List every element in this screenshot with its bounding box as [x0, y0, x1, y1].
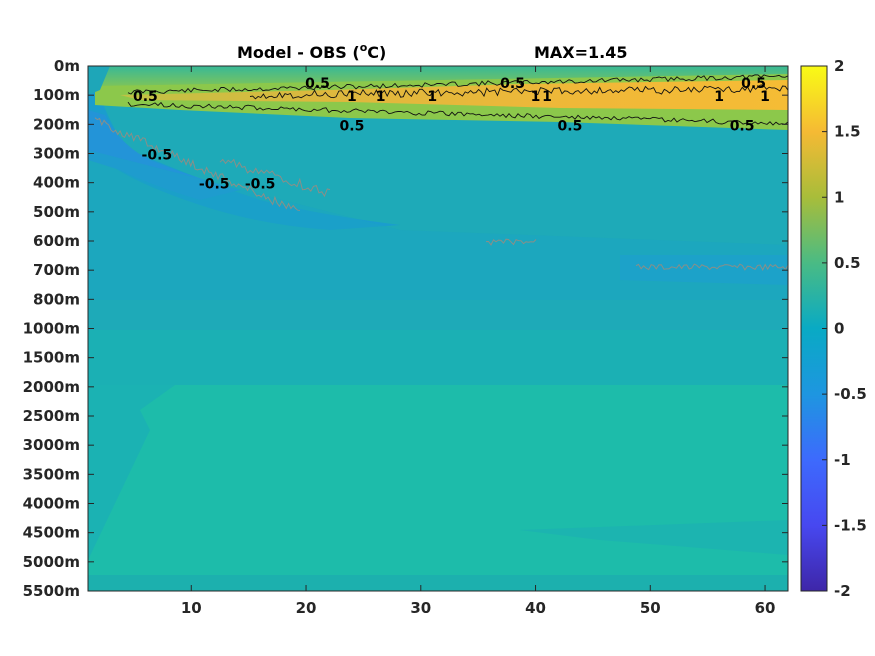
left-edge — [88, 66, 110, 95]
x-tick-label: 30 — [410, 599, 431, 617]
contour-neg-0.5-b — [219, 158, 331, 198]
y-tick-label: 1500m — [23, 349, 80, 367]
colorbar-tick-label: -1.5 — [834, 516, 867, 534]
contour-label: 1 — [531, 89, 541, 105]
deep-wedge — [88, 385, 175, 560]
y-tick-label: 2000m — [23, 378, 80, 396]
y-tick-label: 5500m — [23, 582, 80, 600]
cool-band-mid — [88, 150, 788, 300]
colorbar-tick-label: -1 — [834, 451, 851, 469]
contour-label: 1 — [542, 89, 552, 105]
y-tick-label: 600m — [33, 232, 80, 250]
y-tick-label: 1000m — [23, 320, 80, 338]
contour-label: 1 — [760, 89, 770, 105]
field-1000-1500 — [88, 330, 788, 385]
contour-label: 0.5 — [741, 76, 766, 92]
contour-neg-600m — [485, 238, 537, 246]
contour-1 — [249, 84, 788, 100]
contour-label: 0.5 — [133, 89, 158, 105]
field-bottom — [88, 575, 788, 591]
contour-label: 1 — [714, 89, 724, 105]
colorbar-tick-label: 1.5 — [834, 123, 861, 141]
colorbar-tick-label: 2 — [834, 57, 844, 75]
contour-label: -0.5 — [245, 177, 276, 193]
x-tick-label: 60 — [755, 599, 776, 617]
colorbar-tick-label: 0.5 — [834, 254, 861, 272]
warm-band — [120, 80, 788, 110]
chart-max-label: MAX=1.45 — [534, 43, 628, 62]
y-tick-label: 400m — [33, 174, 80, 192]
colorbar-tick-label: 1 — [834, 188, 844, 206]
contour-label: 0.5 — [558, 118, 583, 134]
contour-0.5-upper — [127, 74, 788, 95]
contour-label: 0.5 — [730, 118, 755, 134]
heatmap-field — [88, 66, 788, 591]
y-tick-label: 100m — [33, 86, 80, 104]
contour-label: 0.5 — [305, 76, 330, 92]
contour-neg-700m — [635, 263, 788, 272]
y-tick-label: 5000m — [23, 553, 80, 571]
chart-title: Model - OBS (oC) — [237, 41, 386, 62]
cool-patch-700m — [620, 255, 788, 285]
contour-label: 1 — [347, 89, 357, 105]
contour-label: -0.5 — [199, 177, 230, 193]
y-tick-label: 4500m — [23, 524, 80, 542]
x-tick-label: 50 — [640, 599, 661, 617]
y-tick-label: 3000m — [23, 436, 80, 454]
y-tick-label: 700m — [33, 261, 80, 279]
y-tick-label: 4000m — [23, 495, 80, 513]
contour-neg-0.5 — [94, 117, 301, 211]
colorbar-tick-label: -2 — [834, 582, 851, 600]
contour-label: 1 — [376, 89, 386, 105]
colorbar-axis: 2 1.5 1 0.5 0 -0.5 -1 -1.5 -2 — [822, 57, 867, 600]
y-tick-label: 3500m — [23, 465, 80, 483]
contour-0.5-lower — [127, 101, 788, 126]
colorbar-tick-label: 0 — [834, 320, 844, 338]
field-deep — [88, 385, 788, 591]
y-tick-label: 500m — [33, 203, 80, 221]
contour-label: -0.5 — [142, 148, 173, 164]
deep-streak — [520, 520, 788, 555]
x-tick-label: 40 — [525, 599, 546, 617]
y-tick-label: 300m — [33, 145, 80, 163]
x-axis: 10 20 30 40 50 60 — [181, 66, 776, 617]
y-tick-label: 0m — [54, 57, 80, 75]
y-tick-label: 800m — [33, 290, 80, 308]
contour-label: 0.5 — [500, 76, 525, 92]
contour-label: 1 — [427, 89, 437, 105]
y-tick-label: 200m — [33, 115, 80, 133]
x-tick-label: 20 — [296, 599, 317, 617]
y-tick-label: 2500m — [23, 407, 80, 425]
contour-label: 0.5 — [340, 118, 365, 134]
contour-lines — [94, 74, 788, 272]
x-tick-label: 10 — [181, 599, 202, 617]
colorbar-tick-label: -0.5 — [834, 385, 867, 403]
y-axis: 0m 100m 200m 300m 400m 500m 600m 700m 800m 1000m 1… — [23, 57, 788, 600]
